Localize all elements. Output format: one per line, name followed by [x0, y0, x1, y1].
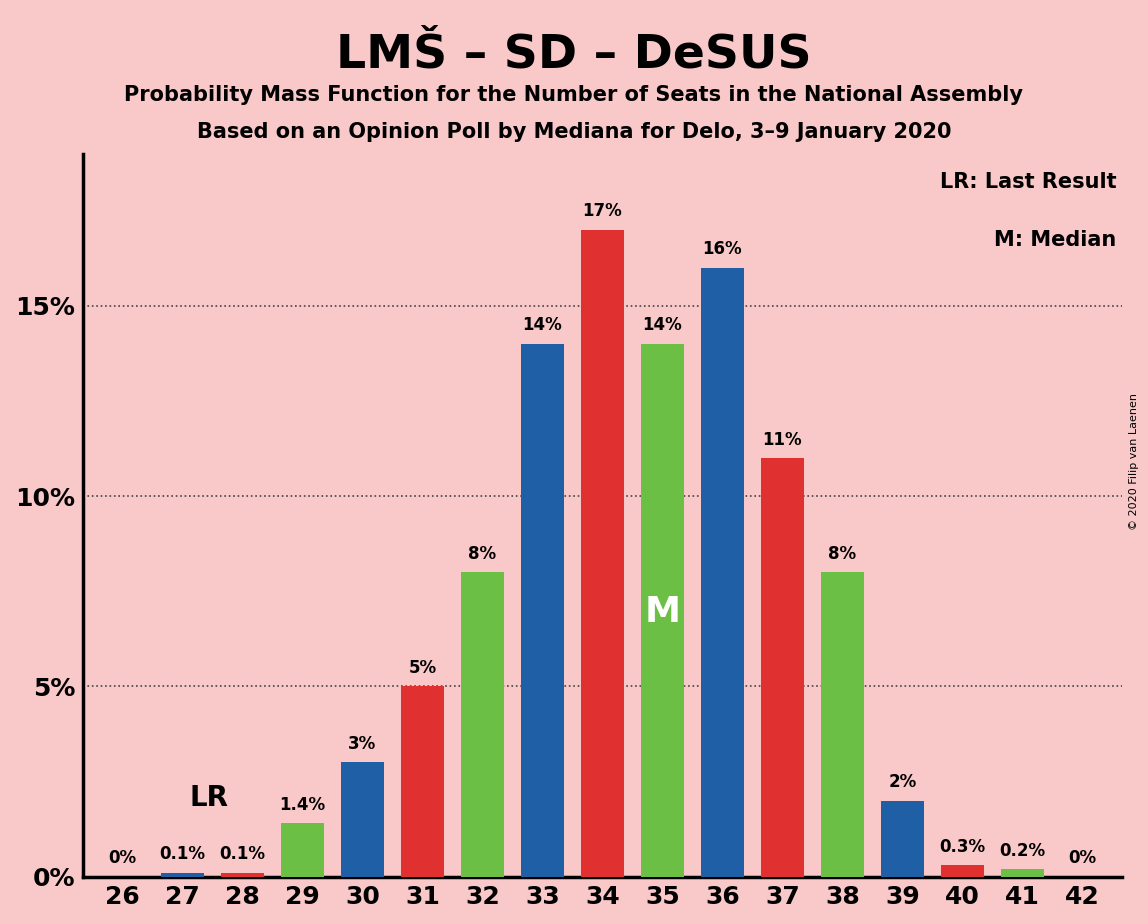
Text: 3%: 3%	[348, 735, 377, 753]
Bar	[401, 687, 444, 877]
Bar	[761, 458, 804, 877]
Text: 8%: 8%	[468, 545, 496, 563]
Text: © 2020 Filip van Laenen: © 2020 Filip van Laenen	[1128, 394, 1139, 530]
Text: 2%: 2%	[889, 773, 916, 791]
Text: 16%: 16%	[703, 240, 743, 258]
Bar	[641, 344, 684, 877]
Bar	[521, 344, 564, 877]
Text: 0.3%: 0.3%	[939, 838, 985, 856]
Text: 14%: 14%	[643, 316, 682, 334]
Text: M: Median: M: Median	[994, 229, 1116, 249]
Text: 0.2%: 0.2%	[1000, 842, 1046, 859]
Text: Probability Mass Function for the Number of Seats in the National Assembly: Probability Mass Function for the Number…	[124, 85, 1024, 105]
Bar	[1001, 869, 1045, 877]
Bar	[220, 873, 264, 877]
Text: 5%: 5%	[409, 659, 436, 677]
Text: 0%: 0%	[1069, 849, 1096, 867]
Bar	[881, 800, 924, 877]
Bar	[460, 572, 504, 877]
Text: 0.1%: 0.1%	[219, 845, 265, 863]
Text: LMŠ – SD – DeSUS: LMŠ – SD – DeSUS	[336, 32, 812, 78]
Bar	[281, 823, 324, 877]
Text: 1.4%: 1.4%	[279, 796, 325, 814]
Text: LR: LR	[189, 784, 228, 812]
Bar	[941, 865, 984, 877]
Text: 8%: 8%	[829, 545, 856, 563]
Text: 11%: 11%	[762, 431, 802, 448]
Bar	[821, 572, 864, 877]
Text: Based on an Opinion Poll by Mediana for Delo, 3–9 January 2020: Based on an Opinion Poll by Mediana for …	[196, 122, 952, 142]
Bar	[341, 762, 383, 877]
Bar	[581, 230, 625, 877]
Text: M: M	[644, 595, 681, 629]
Bar	[161, 873, 204, 877]
Text: 17%: 17%	[582, 202, 622, 220]
Bar	[700, 268, 744, 877]
Text: 14%: 14%	[522, 316, 563, 334]
Text: 0.1%: 0.1%	[160, 845, 205, 863]
Text: LR: Last Result: LR: Last Result	[940, 172, 1116, 191]
Text: 0%: 0%	[108, 849, 137, 867]
